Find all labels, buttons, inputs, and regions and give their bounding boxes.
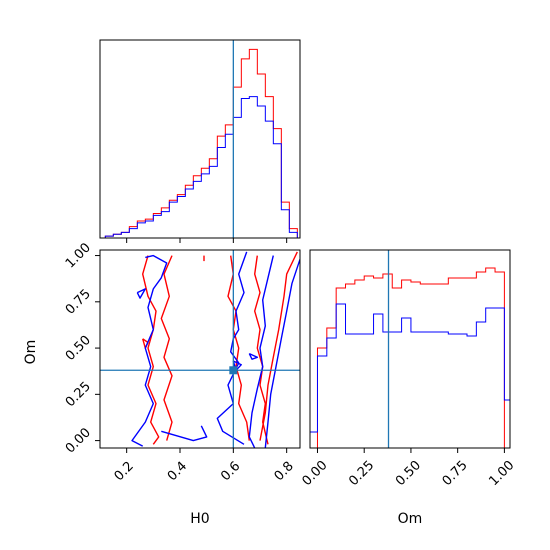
h0-histogram-panel <box>99 39 301 243</box>
contour-line-red <box>142 255 160 445</box>
h0-tick-label: 0.8 <box>272 459 297 484</box>
h0-histogram-step-red <box>104 48 298 238</box>
contour-frame <box>99 249 301 449</box>
contour-series-blue <box>131 251 300 448</box>
contour-line-blue <box>248 352 258 360</box>
om-histogram-step-red <box>310 267 510 448</box>
h0-tick-label: 0.6 <box>218 459 243 484</box>
contour-line-blue <box>216 251 248 445</box>
h0-histogram-step-blue <box>104 96 298 238</box>
contour-line-blue <box>248 255 274 448</box>
om-tick-label: 0.25 <box>63 379 94 410</box>
om-histogram-series-blue <box>310 303 510 433</box>
h0-histogram-ticks <box>126 238 288 243</box>
h0-om-contour-panel: 0.2 0.4 0.6 0.8 0.00 0.25 0.50 0.75 1.00 H0 Om <box>23 240 301 527</box>
contour-line-blue <box>161 425 208 442</box>
om-histogram-tick-label: 0.75 <box>440 458 471 489</box>
h0-tick-label: 0.2 <box>112 459 137 484</box>
h0-histogram-series-red <box>104 48 298 238</box>
contour-series-red <box>142 251 298 445</box>
om-histogram-series-red <box>310 267 510 448</box>
om-histogram-panel: 0.00 0.25 0.50 0.75 1.00 Om <box>299 249 517 527</box>
contour-line-red <box>160 255 173 441</box>
om-tick-label: 1.00 <box>63 240 94 271</box>
om-histogram-tick-label: 1.00 <box>486 458 517 489</box>
contour-line-red <box>259 251 298 441</box>
h0-axis-ticks: 0.2 0.4 0.6 0.8 <box>112 448 297 484</box>
om-histogram-tick-label: 0.50 <box>393 458 424 489</box>
om-histogram-ticks: 0.00 0.25 0.50 0.75 1.00 <box>299 448 517 489</box>
contour-line-red <box>227 255 250 441</box>
h0-tick-label: 0.4 <box>165 459 190 484</box>
h0-histogram-frame <box>99 39 301 239</box>
contour-line-blue <box>232 360 242 371</box>
om-histogram-axis-label: Om <box>398 511 423 527</box>
om-axis-label: Om <box>23 340 39 365</box>
h0-histogram-series-blue <box>104 96 298 238</box>
om-histogram-tick-label: 0.25 <box>346 458 377 489</box>
contour-line-red <box>254 255 269 445</box>
om-histogram-step-blue <box>310 303 510 433</box>
contour-line-blue <box>136 288 146 299</box>
truth-marker <box>229 366 238 375</box>
contour-line-blue <box>264 259 300 448</box>
om-tick-label: 0.50 <box>63 333 94 364</box>
om-histogram-frame <box>309 249 511 449</box>
om-tick-label: 0.00 <box>63 425 94 456</box>
contour-line-blue <box>131 254 168 447</box>
om-axis-ticks: 0.00 0.25 0.50 0.75 1.00 <box>63 240 100 456</box>
om-histogram-tick-label: 0.00 <box>299 458 330 489</box>
om-tick-label: 0.75 <box>63 287 94 318</box>
h0-axis-label: H0 <box>190 511 209 527</box>
